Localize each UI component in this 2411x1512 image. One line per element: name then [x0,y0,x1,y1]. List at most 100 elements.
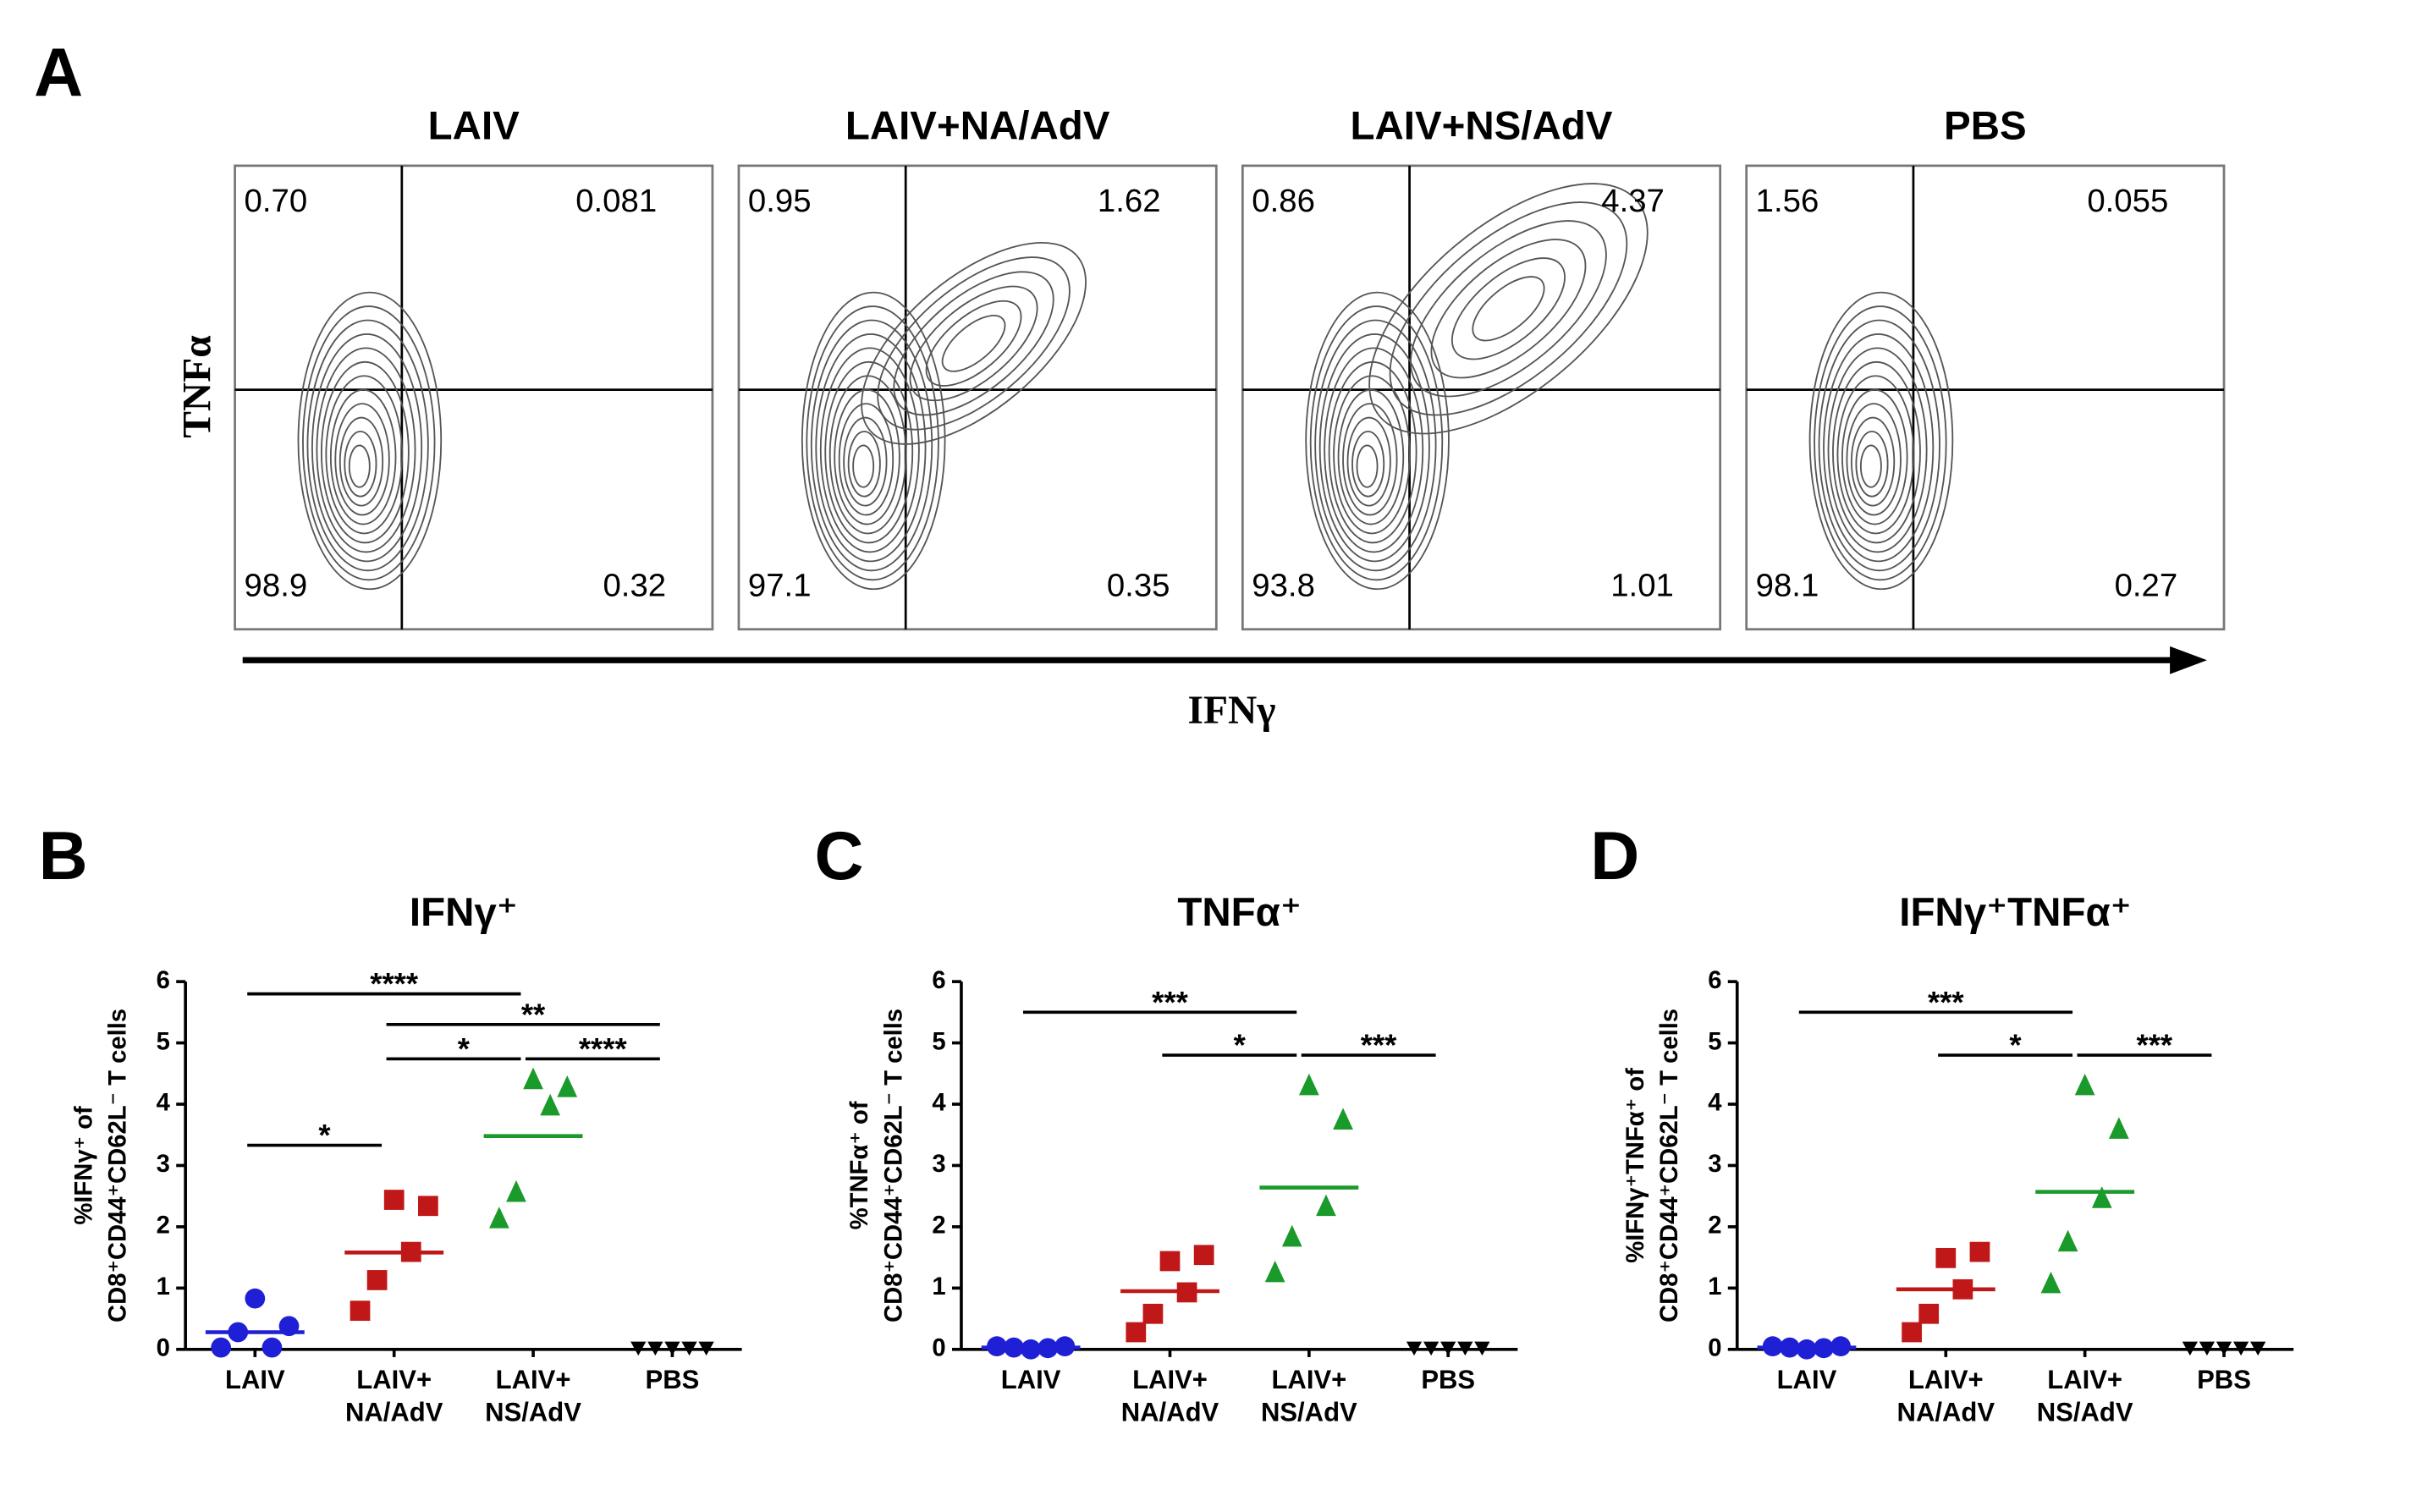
point [2091,1186,2112,1208]
contour [325,375,404,535]
contour [348,444,371,488]
x-tick-label: LAIV [1001,1365,1061,1394]
y-tick-label: 2 [1708,1212,1721,1240]
contour [893,271,1054,416]
y-tick-label: 0 [932,1335,945,1362]
y-tick-label: 6 [1708,967,1721,994]
y-tick-label: 0 [1708,1335,1721,1362]
contour [1450,257,1566,360]
contour [1368,183,1649,435]
contour [1389,201,1628,416]
quadrant-value: 98.9 [245,568,308,604]
quadrant-value: 0.86 [1252,183,1315,219]
contour [1309,305,1444,581]
point [1457,1341,1473,1356]
x-tick-label-line: LAIV+ [1132,1365,1208,1394]
contours [1808,291,1954,591]
contour [843,416,888,507]
point [1440,1341,1456,1356]
panel-letter: A [34,35,83,111]
y-tick-label: 3 [1708,1151,1721,1178]
x-tick-label: PBS [1421,1365,1475,1394]
y-axis-label: %IFNγ⁺ of CD8⁺CD44⁺CD62L⁻ T cells [70,1009,131,1322]
x-tick-label-line: LAIV+ [1908,1365,1984,1394]
y-tick-label: 6 [932,967,945,994]
point [2040,1271,2061,1294]
arrow-head [2170,646,2207,674]
point [366,1270,388,1290]
contour [1823,333,1935,563]
contour [810,319,933,572]
quadrant-value: 0.27 [2115,568,2178,604]
significance-label: ** [521,997,546,1031]
contour [329,388,397,525]
plot-title: LAIV+NS/AdV [1351,104,1613,149]
contour [861,241,1087,445]
y-tick-label: 3 [157,1151,170,1178]
y-axis-label-line: CD8⁺CD44⁺CD62L⁻ T cells [1656,1009,1683,1322]
point [418,1196,438,1217]
contour [1855,431,1889,498]
x-tick-label: LAIV [1777,1365,1837,1394]
contour [1351,431,1385,498]
contour [801,291,946,591]
contour [834,388,900,525]
point [1126,1322,1147,1343]
plot-frame [737,164,1218,631]
contour [306,319,429,572]
x-tick-label-line: LAIV+ [356,1365,432,1394]
contour [297,291,443,591]
x-tick-label-line: NS/AdV [2037,1398,2133,1427]
quadrant-value: 93.8 [1252,568,1315,604]
y-tick-label: 1 [157,1273,170,1300]
significance-label: * [318,1118,331,1152]
contour [311,333,423,563]
y-tick-label: 2 [932,1212,945,1240]
point [1902,1322,1922,1343]
contour [320,360,410,544]
contour [828,375,907,535]
point [1333,1108,1353,1130]
y-tick-label: 4 [157,1090,171,1117]
contour [1814,305,1947,581]
contour [1836,375,1915,535]
y-axis-label-line: %TNFα⁺ of [846,1101,873,1229]
point [1193,1245,1214,1266]
contour [909,285,1038,402]
plot-frame [234,164,714,631]
chart-title: IFNγ⁺ [410,890,518,935]
contour [1337,388,1405,525]
y-axis-label: TNFα [175,335,219,437]
point [698,1341,714,1356]
x-tick-label: LAIV+ NA/AdV [1121,1365,1219,1427]
plot-title: PBS [1944,104,2027,149]
point [1281,1224,1302,1247]
x-axis-label: IFNγ [1188,689,1276,733]
y-axis-label: %TNFα⁺ of CD8⁺CD44⁺CD62L⁻ T cells [846,1009,907,1322]
contour [1410,220,1607,398]
quadrant-value: 0.35 [1107,568,1170,604]
contour [1832,360,1921,544]
quadrant-value: 1.56 [1756,183,1819,219]
point [1298,1073,1319,1096]
point [506,1179,526,1202]
point [350,1300,371,1322]
point [1474,1341,1490,1356]
y-tick-label: 5 [157,1028,170,1055]
contours [1305,183,1649,591]
significance-label: **** [370,966,419,1001]
point [2216,1341,2232,1356]
x-tick-label-line: LAIV [1777,1365,1837,1394]
significance-label: *** [1928,985,1964,1020]
x-tick-label: PBS [646,1365,700,1394]
plot-frame [1241,164,1722,631]
point [1159,1251,1181,1272]
point [2182,1341,2198,1356]
y-tick-label: 5 [932,1028,945,1055]
contour [1808,291,1954,591]
contour [1314,319,1437,572]
significance-label: * [1234,1028,1247,1063]
x-tick-label-line: NA/AdV [1121,1398,1219,1427]
y-tick-label: 5 [1708,1028,1721,1055]
